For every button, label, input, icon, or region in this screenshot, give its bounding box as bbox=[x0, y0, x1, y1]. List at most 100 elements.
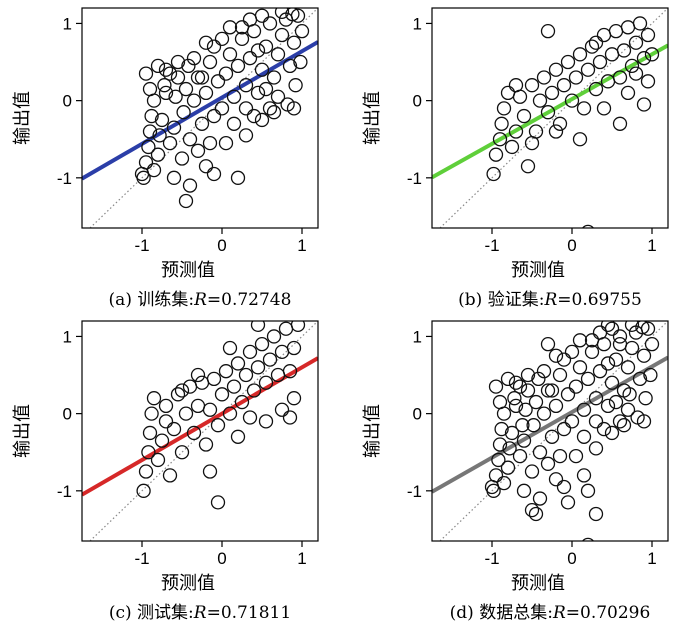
data-point bbox=[540, 383, 556, 398]
y-axis-label: 输出值 bbox=[12, 404, 33, 458]
caption-label: (b) 验证集: bbox=[458, 290, 545, 310]
data-point bbox=[178, 193, 194, 209]
data-point bbox=[138, 155, 154, 170]
data-point bbox=[182, 379, 198, 394]
x-tick-label: 0 bbox=[567, 236, 576, 255]
data-point bbox=[531, 371, 546, 387]
y-axis-label: 输出值 bbox=[362, 91, 383, 145]
data-point bbox=[604, 47, 620, 62]
data-point bbox=[254, 62, 270, 77]
data-point bbox=[282, 364, 298, 379]
y-tick-label: -1 bbox=[57, 169, 72, 188]
data-point bbox=[540, 337, 556, 352]
data-point bbox=[592, 364, 608, 379]
data-point bbox=[270, 89, 286, 104]
caption-label: (d) 数据总集: bbox=[449, 603, 553, 623]
data-point bbox=[274, 8, 290, 20]
scatter-panel-training: -1 0 1 -1 0 1 预测值 输出值 (a) 训练集:R=0.72748 bbox=[0, 0, 350, 313]
data-point bbox=[162, 135, 178, 151]
data-point bbox=[186, 51, 202, 66]
data-point bbox=[170, 70, 186, 85]
data-point bbox=[486, 166, 501, 182]
data-point bbox=[278, 321, 294, 336]
data-point bbox=[226, 379, 242, 394]
data-point bbox=[250, 321, 266, 333]
data-point bbox=[250, 85, 266, 101]
y-tick-label: 0 bbox=[63, 405, 72, 424]
data-point bbox=[552, 448, 568, 464]
data-point bbox=[266, 70, 282, 85]
data-point bbox=[516, 108, 532, 124]
x-tick-label: 0 bbox=[217, 236, 226, 255]
data-point bbox=[158, 398, 174, 414]
panel-caption: (a) 训练集:R=0.72748 bbox=[70, 285, 330, 310]
data-point bbox=[198, 159, 214, 174]
x-tick-label: -1 bbox=[484, 549, 499, 568]
data-point bbox=[526, 418, 541, 433]
data-point bbox=[136, 483, 151, 498]
data-point bbox=[258, 375, 274, 390]
data-point bbox=[218, 135, 234, 151]
data-point bbox=[496, 475, 512, 491]
x-tick-label: -1 bbox=[134, 549, 149, 568]
data-point bbox=[588, 414, 604, 429]
data-point bbox=[242, 344, 258, 360]
data-point bbox=[258, 81, 274, 97]
data-point bbox=[254, 8, 270, 23]
data-point bbox=[612, 116, 628, 131]
data-point bbox=[596, 27, 612, 43]
data-point bbox=[176, 105, 191, 120]
data-point bbox=[152, 128, 167, 143]
data-points bbox=[484, 321, 660, 541]
r-value: =0.70296 bbox=[565, 603, 651, 623]
data-point bbox=[154, 433, 170, 448]
y-axis-label: 输出值 bbox=[362, 404, 383, 458]
data-point bbox=[198, 85, 214, 101]
data-point bbox=[246, 383, 262, 398]
data-point bbox=[638, 391, 653, 406]
data-point bbox=[206, 39, 222, 54]
x-tick-label: -1 bbox=[134, 236, 149, 255]
data-point bbox=[528, 506, 544, 522]
data-point bbox=[250, 43, 266, 58]
data-point bbox=[282, 58, 298, 74]
data-point bbox=[186, 425, 202, 441]
data-point bbox=[620, 360, 636, 375]
panel-caption: (d) 数据总集:R=0.70296 bbox=[420, 598, 680, 623]
data-point bbox=[210, 495, 226, 510]
data-point bbox=[293, 54, 308, 70]
data-point bbox=[640, 27, 656, 43]
axes-frame bbox=[81, 320, 319, 542]
data-point bbox=[488, 468, 504, 483]
data-point bbox=[576, 101, 592, 116]
data-point bbox=[640, 74, 656, 89]
data-point bbox=[146, 162, 162, 178]
data-point bbox=[556, 479, 572, 495]
data-point bbox=[202, 54, 218, 70]
data-point bbox=[226, 89, 242, 104]
caption-label: (a) 训练集: bbox=[108, 290, 195, 310]
data-point bbox=[234, 394, 250, 410]
r-value: =0.72748 bbox=[206, 290, 292, 310]
data-point bbox=[282, 410, 298, 425]
data-point bbox=[508, 124, 524, 139]
data-point bbox=[604, 321, 620, 336]
data-point bbox=[166, 120, 182, 135]
data-point bbox=[242, 410, 258, 425]
data-point bbox=[190, 367, 206, 383]
data-point bbox=[616, 43, 632, 58]
y-tick-label: 1 bbox=[63, 327, 72, 346]
data-point bbox=[584, 39, 600, 54]
data-point bbox=[600, 398, 616, 414]
scatter-plot: -1 0 1 -1 0 1 预测值 输出值 bbox=[12, 320, 319, 594]
data-point bbox=[170, 387, 186, 402]
fit-line bbox=[82, 356, 318, 497]
data-point bbox=[556, 352, 572, 367]
data-point bbox=[620, 85, 636, 101]
data-point bbox=[174, 445, 190, 460]
data-points bbox=[134, 8, 310, 209]
data-point bbox=[572, 132, 588, 147]
y-tick-label: 1 bbox=[413, 327, 422, 346]
axes-frame bbox=[81, 7, 319, 229]
data-point bbox=[588, 391, 604, 406]
